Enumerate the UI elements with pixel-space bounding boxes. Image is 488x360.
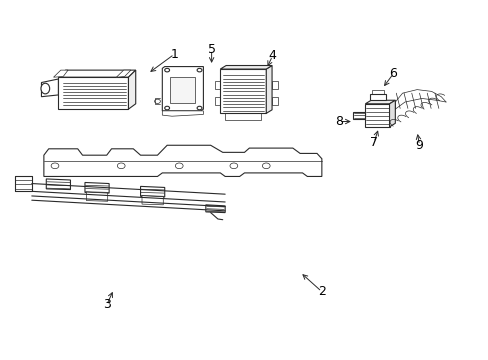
Text: 2: 2 bbox=[317, 285, 325, 298]
Polygon shape bbox=[205, 205, 224, 213]
Polygon shape bbox=[365, 100, 394, 104]
Polygon shape bbox=[162, 111, 203, 116]
Text: 9: 9 bbox=[415, 139, 423, 152]
Bar bbox=[214, 98, 220, 104]
Text: 6: 6 bbox=[388, 67, 397, 80]
Polygon shape bbox=[142, 195, 163, 205]
Polygon shape bbox=[128, 70, 136, 109]
Polygon shape bbox=[41, 79, 58, 97]
Bar bbox=[220, 69, 265, 113]
Polygon shape bbox=[53, 70, 68, 77]
Polygon shape bbox=[58, 77, 128, 109]
Polygon shape bbox=[169, 77, 195, 103]
Text: 7: 7 bbox=[369, 136, 377, 149]
Text: 4: 4 bbox=[268, 49, 276, 62]
Text: 8: 8 bbox=[334, 115, 342, 128]
Polygon shape bbox=[85, 183, 109, 193]
Polygon shape bbox=[352, 112, 365, 119]
Polygon shape bbox=[162, 67, 203, 111]
Polygon shape bbox=[58, 70, 136, 77]
Bar bbox=[224, 113, 261, 120]
Bar bbox=[371, 90, 383, 94]
Text: 5: 5 bbox=[207, 43, 215, 56]
Polygon shape bbox=[116, 70, 131, 77]
Polygon shape bbox=[140, 186, 164, 197]
Bar bbox=[271, 98, 277, 104]
Ellipse shape bbox=[41, 83, 50, 94]
Polygon shape bbox=[365, 104, 389, 127]
Polygon shape bbox=[369, 94, 385, 100]
Polygon shape bbox=[265, 66, 271, 113]
Polygon shape bbox=[44, 145, 321, 176]
Text: 3: 3 bbox=[102, 298, 110, 311]
Bar bbox=[271, 81, 277, 89]
Bar bbox=[214, 81, 220, 89]
Polygon shape bbox=[220, 66, 271, 69]
Text: 1: 1 bbox=[170, 48, 178, 61]
Polygon shape bbox=[389, 100, 394, 127]
Polygon shape bbox=[46, 179, 70, 190]
Polygon shape bbox=[86, 192, 107, 201]
